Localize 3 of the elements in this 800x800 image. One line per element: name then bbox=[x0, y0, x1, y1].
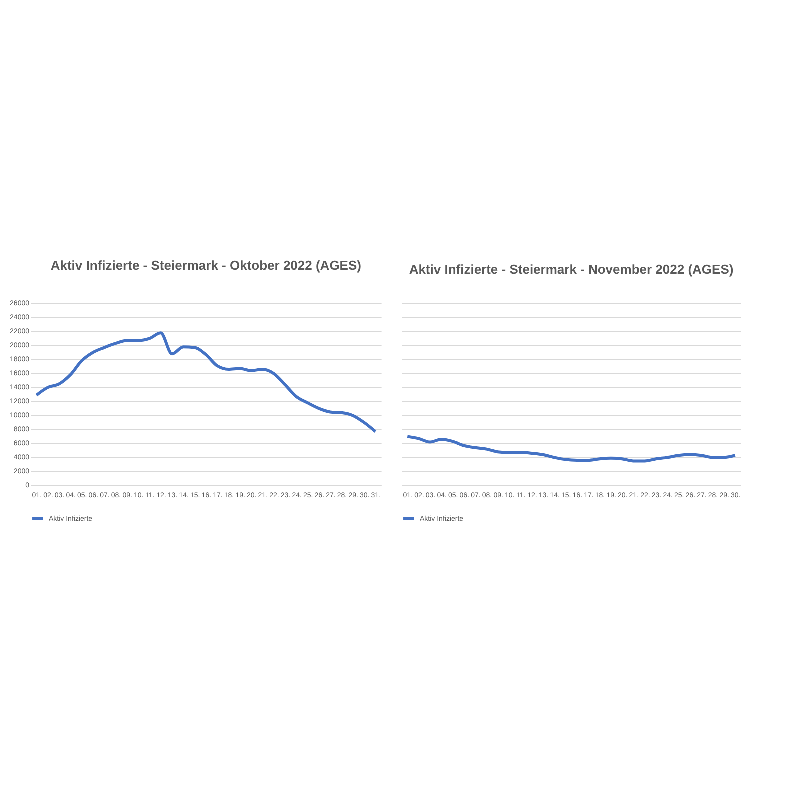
chart-title: Aktiv Infizierte - Steiermark - Oktober 2022 (AGES) bbox=[50, 258, 362, 273]
line-series bbox=[35, 332, 378, 434]
chart-title: Aktiv Infizierte - Steiermark - November 2022 (AGES) bbox=[409, 262, 734, 277]
